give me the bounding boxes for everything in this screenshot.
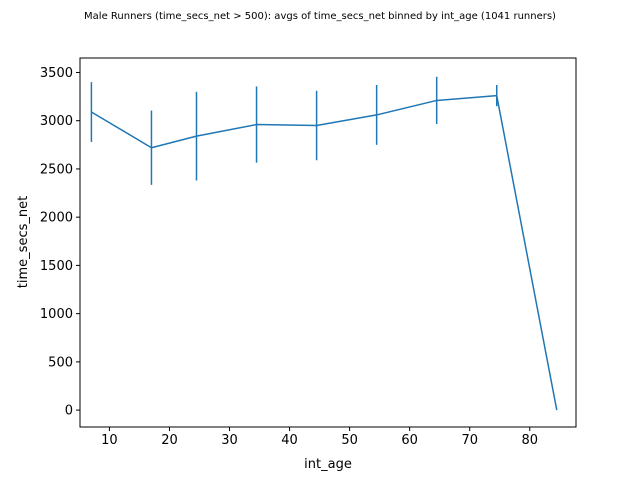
y-axis: 0 500 1000 1500 2000 2500 3000 3500 xyxy=(40,66,80,419)
x-tick-label: 40 xyxy=(281,433,298,448)
y-tick-label: 500 xyxy=(48,355,73,370)
plot-frame xyxy=(79,57,577,428)
y-tick-label: 3000 xyxy=(40,114,73,129)
y-tick-label: 3500 xyxy=(40,66,73,81)
x-tick-label: 80 xyxy=(521,433,538,448)
x-tick-label: 60 xyxy=(401,433,418,448)
y-tick-label: 2500 xyxy=(40,162,73,177)
x-tick-label: 20 xyxy=(161,433,178,448)
y-axis-label: time_secs_net xyxy=(16,196,31,288)
x-tick-label: 30 xyxy=(221,433,238,448)
x-tick-label: 10 xyxy=(101,433,118,448)
plot-area xyxy=(90,76,558,411)
y-tick-label: 0 xyxy=(65,404,73,419)
x-tick-label: 70 xyxy=(461,433,478,448)
chart-title: Male Runners (time_secs_net > 500): avgs… xyxy=(84,11,556,22)
x-axis-label: int_age xyxy=(304,457,352,472)
x-tick-label: 50 xyxy=(341,433,358,448)
x-axis: 10 20 30 40 50 60 70 80 xyxy=(101,427,538,448)
y-tick-label: 2000 xyxy=(40,211,73,226)
y-tick-label: 1000 xyxy=(40,307,73,322)
y-tick-label: 1500 xyxy=(40,259,73,274)
